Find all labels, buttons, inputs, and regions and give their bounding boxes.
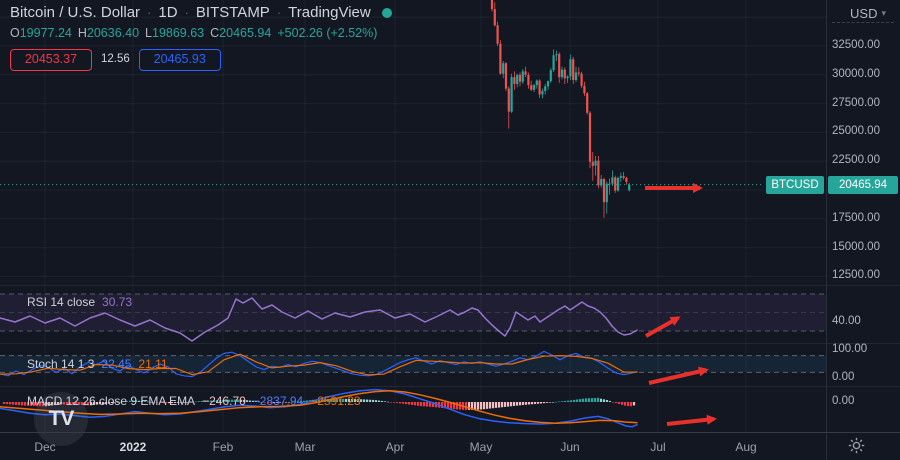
- change-value: +502.26 (+2.52%): [277, 26, 378, 40]
- pane-separator[interactable]: [0, 343, 900, 344]
- pane-separator[interactable]: [0, 386, 900, 387]
- axis-dashed-line: [832, 22, 894, 23]
- macd-hist-value: −246.70: [202, 394, 246, 408]
- macd-legend-name: MACD 12 26 close 9 EMA EMA: [27, 394, 196, 408]
- time-axis-border: [0, 432, 900, 433]
- macd-line-value: −2837.94: [252, 394, 304, 408]
- high-label: H: [77, 26, 87, 40]
- exchange-label[interactable]: BITSTAMP: [195, 4, 270, 21]
- rsi-legend[interactable]: RSI 14 close 30.73: [27, 295, 132, 309]
- symbol-title-row: Bitcoin / U.S. Dollar · 1D · BITSTAMP · …: [10, 5, 392, 20]
- price-axis-label: 17500.00: [832, 212, 880, 224]
- gear-icon: [848, 437, 865, 454]
- indicator-axis-label: 0.00: [832, 371, 855, 383]
- price-axis-label: 12500.00: [832, 269, 880, 281]
- low-label: L: [145, 26, 152, 40]
- interval-label[interactable]: 1D: [158, 4, 178, 21]
- price-axis-label: 15000.00: [832, 241, 880, 253]
- time-axis-label: 2022: [119, 440, 147, 454]
- title-separator: ·: [276, 5, 282, 20]
- drawing-arrow[interactable]: [648, 366, 709, 385]
- connection-status-dot-icon[interactable]: [381, 7, 392, 18]
- drawing-arrow[interactable]: [666, 414, 717, 426]
- stoch-d-value: 21.11: [138, 357, 168, 371]
- symbol-price-line-label[interactable]: BTCUSD: [766, 176, 824, 194]
- stoch-legend-name: Stoch 14 1 3: [27, 357, 95, 371]
- price-axis-label: 30000.00: [832, 68, 880, 80]
- open-label: O: [10, 26, 20, 40]
- macd-signal-value: −2591.23: [310, 394, 361, 408]
- candlestick-series: [490, 0, 631, 218]
- pane-separator[interactable]: [0, 285, 900, 286]
- close-value: 20465.94: [219, 26, 272, 40]
- price-axis-label: 32500.00: [832, 39, 880, 51]
- chart-header: Bitcoin / U.S. Dollar · 1D · BITSTAMP · …: [10, 5, 392, 71]
- indicator-axis-label: 100.00: [832, 343, 868, 355]
- symbol-title[interactable]: Bitcoin / U.S. Dollar: [10, 4, 141, 21]
- rsi-legend-value: 30.73: [102, 295, 133, 309]
- drawing-arrow[interactable]: [645, 316, 681, 338]
- sell-price-button[interactable]: 20453.37: [10, 48, 92, 71]
- time-axis-label: Apr: [385, 440, 405, 454]
- time-axis-label: Jul: [650, 440, 666, 454]
- price-axis-label: 22500.00: [832, 154, 880, 166]
- tv-logo-glyph-icon: TV: [48, 407, 75, 430]
- buy-price-button[interactable]: 20465.93: [138, 48, 221, 71]
- chart-settings-button[interactable]: [848, 437, 865, 459]
- time-axis-label: Dec: [34, 440, 56, 454]
- time-axis-label: Aug: [735, 440, 757, 454]
- close-label: C: [210, 26, 220, 40]
- title-separator: ·: [147, 5, 152, 20]
- time-axis-label: Mar: [294, 440, 316, 454]
- ohlc-row: O19977.24 H20636.40 L19869.63 C20465.94 …: [10, 27, 392, 40]
- quote-row: 20453.37 12.56 20465.93: [10, 48, 392, 71]
- price-axis-label: 25000.00: [832, 125, 880, 137]
- low-value: 19869.63: [152, 26, 205, 40]
- platform-label[interactable]: TradingView: [288, 4, 371, 21]
- time-axis-label: May: [469, 440, 493, 454]
- price-axis-label: 27500.00: [832, 97, 880, 109]
- currency-label: USD: [850, 6, 878, 21]
- high-value: 20636.40: [86, 26, 140, 40]
- title-separator: ·: [184, 5, 189, 20]
- stoch-legend[interactable]: Stoch 14 1 3 22.45 21.11: [27, 357, 168, 371]
- time-axis-label: Feb: [212, 440, 234, 454]
- stoch-k-value: 22.45: [101, 357, 132, 371]
- tradingview-logo[interactable]: TV: [34, 392, 88, 446]
- macd-legend[interactable]: MACD 12 26 close 9 EMA EMA −246.70 −2837…: [27, 394, 361, 408]
- indicator-axis-label: 0.00: [832, 395, 855, 407]
- price-axis-border: [826, 0, 827, 460]
- currency-dropdown[interactable]: USD ▾: [850, 6, 886, 21]
- open-value: 19977.24: [19, 26, 72, 40]
- current-price-tag: 20465.94: [828, 176, 898, 194]
- chevron-down-icon: ▾: [881, 8, 886, 18]
- indicator-axis-label: 40.00: [832, 315, 861, 327]
- spread-value: 12.56: [101, 52, 130, 65]
- rsi-legend-name: RSI 14 close: [27, 295, 96, 309]
- time-axis-label: Jun: [560, 440, 580, 454]
